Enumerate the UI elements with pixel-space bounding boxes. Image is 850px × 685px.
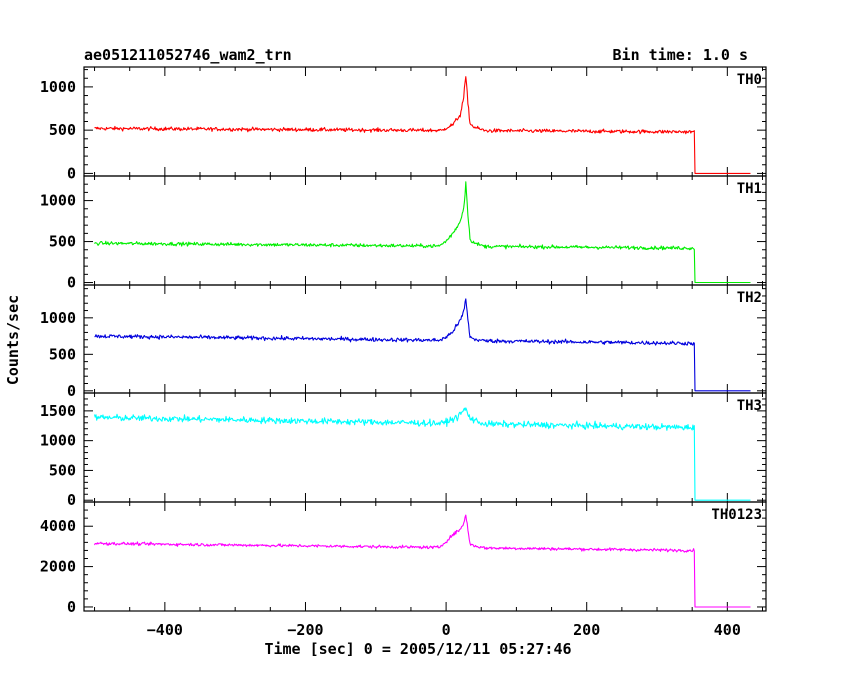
series-line-th0: [94, 76, 751, 174]
panel-label-th0: TH0: [737, 72, 762, 88]
y-tick-label: 0: [67, 274, 76, 292]
x-tick-label: −400: [147, 621, 183, 639]
series-line-th2: [94, 298, 751, 392]
y-tick-label: 2000: [40, 558, 76, 576]
x-tick-label: 400: [714, 621, 741, 639]
x-axis-label: Time [sec] 0 = 2005/12/11 05:27:46: [264, 640, 571, 658]
y-tick-label: 4000: [40, 517, 76, 535]
y-tick-label: 1000: [40, 309, 76, 327]
x-tick-label: 0: [442, 621, 451, 639]
panel-th0: 0 500 1000 TH0: [40, 66, 767, 182]
series-line-th3: [93, 407, 751, 501]
y-tick-label: 0: [67, 382, 76, 400]
panel-frame: [83, 175, 767, 286]
series-line-th0123: [94, 514, 751, 608]
panel-frame: [83, 501, 767, 612]
panel-label-th2: TH2: [737, 290, 762, 306]
y-tick-label: 0: [67, 164, 76, 182]
bin-time-label: Bin time: 1.0 s: [613, 46, 748, 64]
series-line-th1: [94, 181, 751, 284]
panel-label-th1: TH1: [737, 181, 762, 197]
x-tick-label: 200: [573, 621, 600, 639]
panels-layer: 0 500 1000 TH0 0 500 1000 TH1 0 500 1000 TH2 0 500 100…: [40, 66, 767, 639]
y-tick-label: 500: [49, 121, 76, 139]
y-tick-label: 1000: [40, 432, 76, 450]
panel-th2: 0 500 1000 TH2: [40, 284, 767, 400]
y-tick-label: 1000: [40, 78, 76, 96]
y-tick-label: 0: [67, 491, 76, 509]
y-tick-label: 1000: [40, 192, 76, 210]
panel-frame: [83, 66, 767, 177]
panel-frame: [83, 392, 767, 503]
y-tick-label: 500: [49, 345, 76, 363]
y-tick-label: 500: [49, 461, 76, 479]
chart-title: ae051211052746_wam2_trn: [84, 46, 292, 64]
x-tick-label: −200: [287, 621, 323, 639]
panel-th1: 0 500 1000 TH1: [40, 175, 767, 292]
panel-th0123: 0 2000 4000 TH0123: [40, 501, 767, 616]
panel-label-th3: TH3: [737, 398, 762, 414]
panel-th3: 0 500 1000 1500 TH3: [40, 392, 767, 509]
y-tick-label: 500: [49, 233, 76, 251]
panel-label-th0123: TH0123: [711, 507, 762, 523]
panel-frame: [83, 284, 767, 394]
y-axis-label: Counts/sec: [4, 295, 22, 385]
y-tick-label: 1500: [40, 402, 76, 420]
y-tick-label: 0: [67, 598, 76, 616]
